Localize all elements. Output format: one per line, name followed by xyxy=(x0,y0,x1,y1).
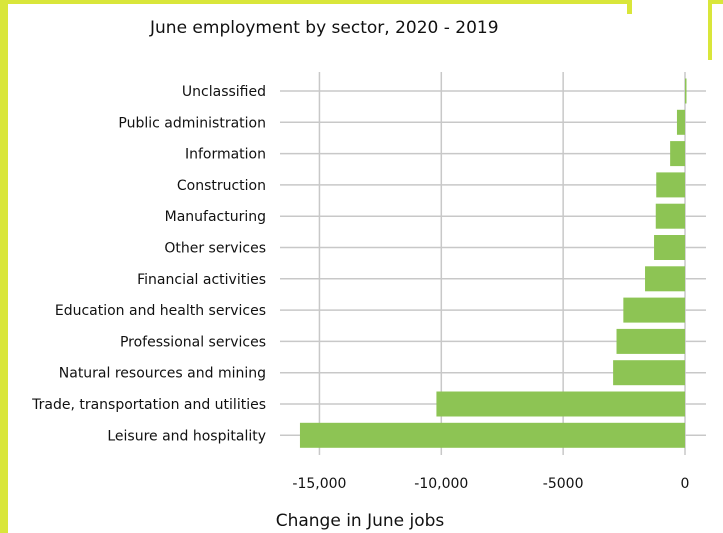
category-label-10: Trade, transportation and utilities xyxy=(31,397,266,413)
x-tick-labels: -15,000 -10,000 -5000 0 xyxy=(292,476,689,492)
bar-3 xyxy=(656,172,685,198)
bar-10 xyxy=(436,391,685,417)
bar-6 xyxy=(645,266,685,292)
category-label-6: Financial activities xyxy=(137,272,266,288)
frame-right-cap xyxy=(708,0,723,4)
category-label-5: Other services xyxy=(164,241,266,257)
category-label-11: Leisure and hospitality xyxy=(107,428,266,444)
bar-1 xyxy=(676,109,685,135)
frame-left-edge xyxy=(0,0,8,533)
frame-top-edge xyxy=(0,0,632,4)
category-label-8: Professional services xyxy=(120,334,266,350)
bar-9 xyxy=(613,360,685,386)
x-tick-label-2: -5000 xyxy=(543,476,584,492)
category-label-0: Unclassified xyxy=(182,84,266,100)
category-label-3: Construction xyxy=(177,178,266,194)
bar-4 xyxy=(655,203,685,229)
x-tick-label-0: -15,000 xyxy=(292,476,346,492)
category-label-9: Natural resources and mining xyxy=(59,366,266,382)
category-label-7: Education and health services xyxy=(55,303,266,319)
x-tick-label-1: -10,000 xyxy=(414,476,468,492)
bar-8 xyxy=(616,328,685,354)
frame-right-edge xyxy=(708,0,712,60)
frame-top-right-stub xyxy=(627,0,632,14)
category-labels: Unclassified Public administration Informa… xyxy=(31,84,266,444)
category-label-1: Public administration xyxy=(118,115,266,131)
bars xyxy=(299,78,687,448)
bar-11 xyxy=(299,422,685,448)
bar-0 xyxy=(685,78,687,104)
bar-2 xyxy=(670,141,685,167)
category-label-4: Manufacturing xyxy=(165,209,266,225)
x-axis-title: Change in June jobs xyxy=(276,511,445,531)
bar-7 xyxy=(623,297,685,323)
bar-5 xyxy=(654,235,685,260)
category-label-2: Information xyxy=(185,147,266,163)
x-tick-label-3: 0 xyxy=(681,476,690,492)
chart-title: June employment by sector, 2020 - 2019 xyxy=(149,18,499,38)
